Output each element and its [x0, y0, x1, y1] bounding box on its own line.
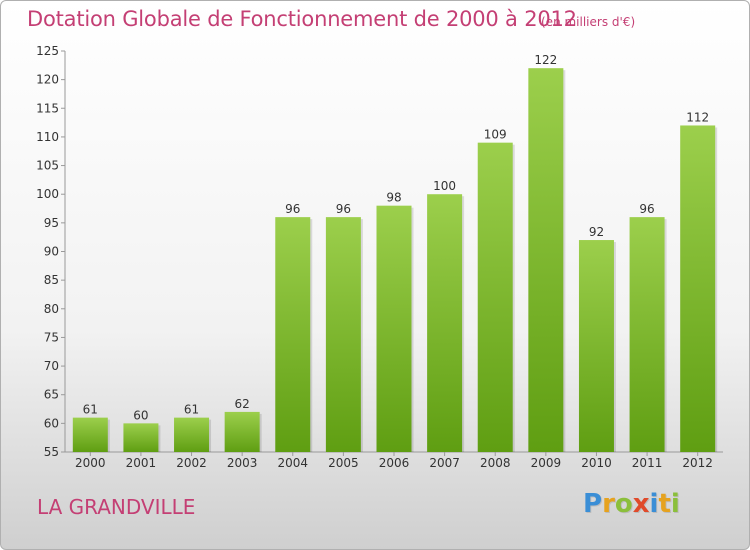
bar-rect [376, 205, 412, 452]
x-tick-label: 2003 [227, 456, 258, 470]
bar-rect [325, 217, 361, 452]
logo-letter: r [602, 489, 615, 519]
y-tick-label: 95 [44, 216, 59, 230]
bar-2003 [224, 411, 262, 452]
data-label: 61 [83, 403, 98, 417]
y-tick-label: 110 [36, 130, 59, 144]
y-tick-label: 105 [36, 159, 59, 173]
bar-rect [275, 217, 311, 452]
y-tick-label: 75 [44, 330, 59, 344]
x-tick-label: 2007 [429, 456, 460, 470]
bar-rect [72, 417, 108, 452]
bar-rect [477, 142, 513, 452]
data-label: 92 [589, 225, 604, 239]
x-tick-label: 2001 [126, 456, 157, 470]
y-tick-label: 70 [44, 359, 59, 373]
y-tick-label: 60 [44, 416, 59, 430]
bar-2005 [325, 217, 363, 452]
bar-rect [174, 417, 210, 452]
data-label: 112 [686, 110, 709, 124]
bar-2007 [427, 194, 465, 452]
chart-bars [72, 68, 718, 452]
bar-rect [528, 68, 564, 452]
logo-letter: i [670, 489, 680, 519]
data-label: 96 [285, 202, 300, 216]
x-tick-label: 2011 [632, 456, 663, 470]
bar-2002 [174, 417, 212, 452]
bar-2011 [629, 217, 667, 452]
bar-rect [123, 423, 159, 452]
data-label: 61 [184, 403, 199, 417]
bar-rect [224, 411, 260, 452]
x-tick-label: 2012 [682, 456, 713, 470]
data-label: 122 [534, 53, 557, 67]
x-tick-label: 2006 [379, 456, 410, 470]
x-tick-label: 2000 [75, 456, 106, 470]
bar-2006 [376, 205, 414, 452]
y-tick-label: 80 [44, 302, 59, 316]
chart-axes: 55 60 65 70 75 80 85 90 95 100 105 110 115 120 125 [36, 44, 723, 459]
y-tick-label: 90 [44, 245, 59, 259]
proxiti-logo: Proxiti [583, 489, 680, 519]
data-label: 98 [386, 191, 401, 205]
x-tick-label: 2009 [531, 456, 562, 470]
chart-labels: 2000 61 2001 60 2002 61 2003 62 2004 96 2005 96 2006… [75, 53, 713, 470]
bar-rect [629, 217, 665, 452]
y-tick-label: 85 [44, 273, 59, 287]
data-label: 60 [133, 408, 148, 422]
y-tick-label: 65 [44, 388, 59, 402]
data-label: 96 [336, 202, 351, 216]
x-tick-label: 2004 [277, 456, 308, 470]
logo-letter: x [632, 489, 650, 519]
bar-2010 [578, 240, 616, 452]
commune-name: LA GRANDVILLE [37, 495, 196, 519]
chart-title: Dotation Globale de Fonctionnement de 20… [27, 7, 577, 31]
data-label: 62 [235, 397, 250, 411]
logo-letter: P [583, 489, 603, 519]
bar-2012 [680, 125, 718, 452]
logo-letter: o [614, 489, 633, 519]
logo-letter: t [658, 489, 671, 519]
bar-2000 [72, 417, 110, 452]
data-label: 100 [433, 179, 456, 193]
x-tick-label: 2005 [328, 456, 359, 470]
chart-unit-note: (en milliers d'€) [541, 15, 636, 29]
data-label: 96 [639, 202, 654, 216]
x-tick-label: 2002 [176, 456, 207, 470]
bar-2001 [123, 423, 161, 452]
y-tick-label: 120 [36, 73, 59, 87]
data-label: 109 [484, 128, 507, 142]
y-tick-label: 125 [36, 44, 59, 58]
logo-letter: i [649, 489, 659, 519]
y-tick-label: 55 [44, 445, 59, 459]
y-tick-label: 100 [36, 187, 59, 201]
x-tick-label: 2008 [480, 456, 511, 470]
bar-rect [427, 194, 463, 452]
bar-2009 [528, 68, 566, 452]
y-tick-label: 115 [36, 101, 59, 115]
x-tick-label: 2010 [581, 456, 612, 470]
bar-rect [680, 125, 716, 452]
bar-rect [578, 240, 614, 452]
bar-2008 [477, 142, 515, 452]
bar-2004 [275, 217, 313, 452]
